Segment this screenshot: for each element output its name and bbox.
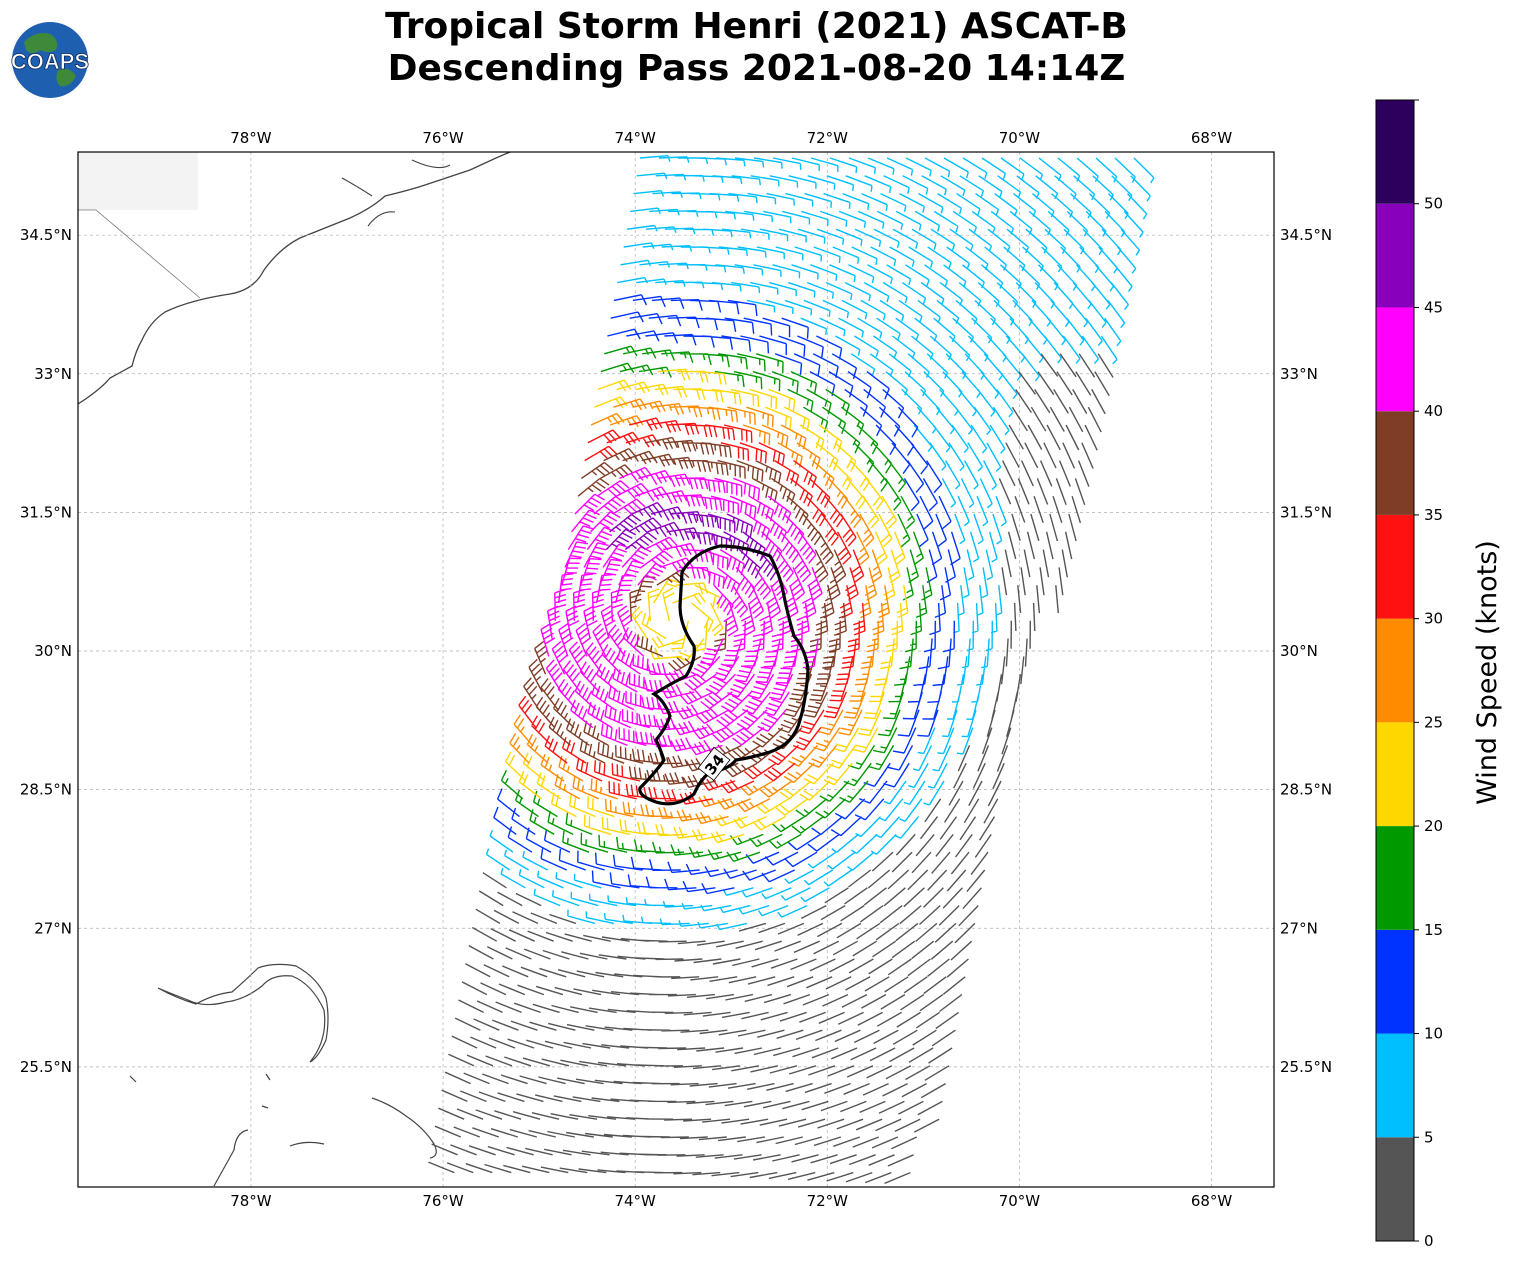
wind-barbs <box>428 155 1155 1185</box>
colorbar-segment <box>1376 411 1414 515</box>
colorbar-tick-label: 5 <box>1424 1128 1434 1146</box>
plot-area: 34 <box>77 151 1275 1188</box>
colorbar-tick-label: 25 <box>1424 713 1443 731</box>
colorbar-tick-label: 50 <box>1424 195 1443 213</box>
lat-tick-label-right: 27°N <box>1280 919 1318 937</box>
lat-tick-label-right: 30°N <box>1280 642 1318 660</box>
lat-tick-label-right: 34.5°N <box>1280 226 1332 244</box>
colorbar-segment <box>1376 307 1414 412</box>
colorbar-tick-label: 10 <box>1424 1025 1443 1043</box>
gridlines <box>78 152 1274 1187</box>
wind-barb-group <box>605 501 778 581</box>
lon-tick-label-bottom: 72°W <box>807 1192 849 1210</box>
lon-tick-label-bottom: 70°W <box>999 1192 1041 1210</box>
map-frame <box>77 151 1275 1188</box>
coaps-logo: COAPS <box>10 20 90 100</box>
lat-tick-label-left: 33°N <box>34 365 72 383</box>
wind-barb-group <box>518 417 866 805</box>
colorbar-tick-label: 20 <box>1424 817 1443 835</box>
lon-tick-label-bottom: 76°W <box>422 1192 464 1210</box>
colorbar-tick-label: 30 <box>1424 610 1443 628</box>
chart-title: Tropical Storm Henri (2021) ASCAT-B Desc… <box>200 6 1313 90</box>
lat-tick-label-left: 34.5°N <box>20 226 72 244</box>
colorbar-segment <box>1376 100 1414 204</box>
colorbar-segment <box>1376 1137 1414 1241</box>
lat-tick-label-left: 25.5°N <box>20 1058 72 1076</box>
colorbar-title: Wind Speed (knots) <box>1472 540 1503 805</box>
lon-tick-label-top: 76°W <box>422 129 464 147</box>
lon-tick-label-top: 70°W <box>999 129 1041 147</box>
lon-tick-label-top: 72°W <box>807 129 849 147</box>
wind-barb-group <box>504 368 909 844</box>
lat-tick-label-right: 33°N <box>1280 365 1318 383</box>
outer-banks <box>341 159 451 227</box>
colorbar-segment <box>1376 514 1414 619</box>
colorbar-tick-label: 0 <box>1424 1232 1434 1250</box>
gale-contour-34kt <box>638 544 810 806</box>
bahamas-south <box>129 1073 437 1187</box>
colorbar-tick-label: 35 <box>1424 506 1443 524</box>
lon-tick-label-top: 74°W <box>614 129 656 147</box>
lat-tick-label-right: 28.5°N <box>1280 781 1332 799</box>
lat-tick-label-left: 27°N <box>34 919 72 937</box>
lat-tick-label-left: 28.5°N <box>20 781 72 799</box>
wind-barb-group <box>493 294 961 895</box>
lon-tick-label-bottom: 68°W <box>1191 1192 1233 1210</box>
lat-tick-label-right: 25.5°N <box>1280 1058 1332 1076</box>
wind-barb-group <box>485 155 1155 931</box>
lat-tick-label-left: 31.5°N <box>20 503 72 521</box>
colorbar-segment <box>1376 1033 1414 1138</box>
lon-tick-label-top: 68°W <box>1191 129 1233 147</box>
axis-labels: 78°W 78°W 76°W 76°W 74°W 74°W 72°W 72°W 70°W 70°W… <box>20 129 1332 1210</box>
bahamas-abaco <box>157 963 329 1063</box>
colorbar-segment <box>1376 929 1414 1034</box>
colorbar-frame <box>1375 99 1415 1242</box>
colorbar-segment <box>1376 826 1414 930</box>
lon-tick-label-bottom: 78°W <box>230 1192 272 1210</box>
title-line-1: Tropical Storm Henri (2021) ASCAT-B <box>385 6 1128 47</box>
colorbar-tick-label: 45 <box>1424 298 1443 316</box>
colorbar-segment <box>1376 618 1414 723</box>
colorbar: 0 5 10 15 20 25 30 35 40 45 50 Wind Speed (knots) <box>1375 99 1503 1250</box>
lon-tick-label-top: 78°W <box>230 129 272 147</box>
colorbar-segment <box>1376 203 1414 308</box>
colorbar-segment <box>1376 722 1414 827</box>
wind-barb-group <box>540 466 823 756</box>
title-line-2: Descending Pass 2021-08-20 14:14Z <box>387 48 1126 89</box>
land-shading <box>78 152 198 210</box>
state-border <box>78 209 201 299</box>
us-coastline <box>78 152 511 405</box>
wind-barb-group <box>500 345 933 863</box>
lat-tick-label-left: 30°N <box>34 642 72 660</box>
colorbar-tick-label: 15 <box>1424 921 1443 939</box>
colorbar-tick-label: 40 <box>1424 402 1443 420</box>
wind-barb-group <box>428 353 1114 1185</box>
logo-text: COAPS <box>11 49 89 74</box>
lat-tick-label-right: 31.5°N <box>1280 503 1332 521</box>
lon-tick-label-bottom: 74°W <box>614 1192 656 1210</box>
wind-barb-group <box>509 398 890 825</box>
